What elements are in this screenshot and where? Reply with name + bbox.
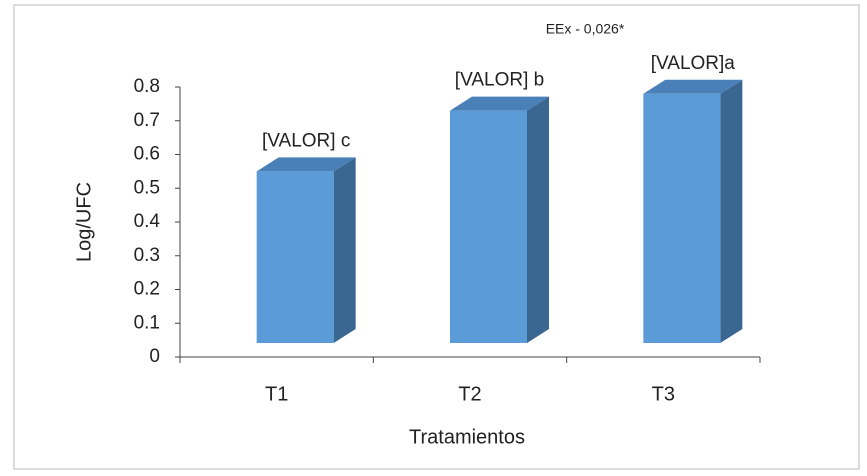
bar-front: [450, 110, 527, 343]
data-label: [VALOR] c: [262, 130, 350, 151]
y-tick-label: 0.7: [134, 110, 160, 131]
bar-top: [643, 79, 743, 94]
bar-top: [256, 157, 356, 172]
data-label: [VALOR] b: [455, 70, 544, 91]
x-tick-label: T1: [265, 383, 288, 405]
y-tick-label: 0.2: [134, 279, 160, 300]
bar: [450, 96, 549, 343]
y-tick-label: 0.4: [134, 211, 161, 232]
bar-side: [527, 96, 549, 343]
x-axis-title: Tratamientos: [409, 426, 525, 448]
y-axis-title: Log/UFC: [73, 182, 95, 262]
y-tick-label: 0.5: [134, 177, 160, 198]
bar: [643, 79, 743, 343]
annotation: EEx - 0,026*: [546, 21, 625, 37]
y-tick-label: 0.3: [134, 245, 160, 266]
bar: [256, 157, 356, 343]
bar-front: [256, 171, 334, 343]
y-tick-label: 0: [149, 346, 160, 367]
bar-front: [643, 93, 721, 343]
y-tick-label: 0.6: [134, 144, 160, 165]
data-label: [VALOR]a: [651, 53, 736, 74]
bar-side: [333, 157, 356, 343]
bar-side: [720, 79, 743, 343]
y-tick-label: 0.1: [134, 312, 160, 333]
y-tick-label: 0.8: [134, 76, 160, 97]
x-tick-label: T3: [652, 383, 675, 405]
bar-top: [450, 96, 549, 111]
x-tick-label: T2: [458, 383, 481, 405]
